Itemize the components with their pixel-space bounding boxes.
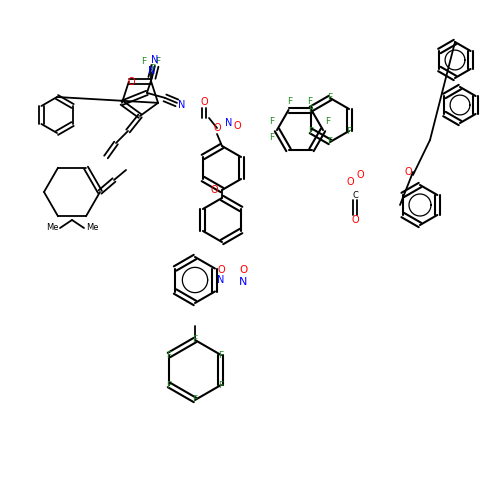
Text: C: C [352,190,358,200]
Text: O: O [233,121,241,131]
Text: O: O [213,123,221,133]
Text: O: O [200,97,208,107]
Text: F: F [166,350,172,360]
Text: N: N [218,275,224,285]
Text: O: O [351,215,359,225]
Text: F: F [156,57,160,66]
Text: F: F [308,104,314,114]
Text: N: N [178,100,186,110]
Text: O: O [239,265,247,275]
Text: N: N [148,66,156,76]
Text: O: O [217,265,225,275]
Text: Me: Me [86,224,98,232]
Text: O: O [210,185,218,195]
Text: F: F [346,126,352,136]
Text: F: F [326,118,330,126]
Text: F: F [166,380,172,390]
Text: F: F [308,126,314,136]
Text: F: F [142,57,146,66]
Text: F: F [192,336,198,344]
Text: O: O [404,167,412,177]
Text: F: F [218,350,224,360]
Text: F: F [328,94,332,102]
Text: F: F [218,380,224,390]
Text: F: F [288,98,292,106]
Text: O: O [356,170,364,180]
Text: F: F [150,64,156,73]
Text: F: F [308,98,312,106]
Text: F: F [192,396,198,404]
Text: F: F [328,138,332,146]
Text: N: N [239,277,247,287]
Text: O: O [346,177,354,187]
Text: Me: Me [46,224,58,232]
Text: F: F [270,118,274,126]
Text: N: N [226,118,232,128]
Text: N: N [151,55,158,65]
Text: F: F [270,134,274,142]
Text: O: O [127,76,134,86]
